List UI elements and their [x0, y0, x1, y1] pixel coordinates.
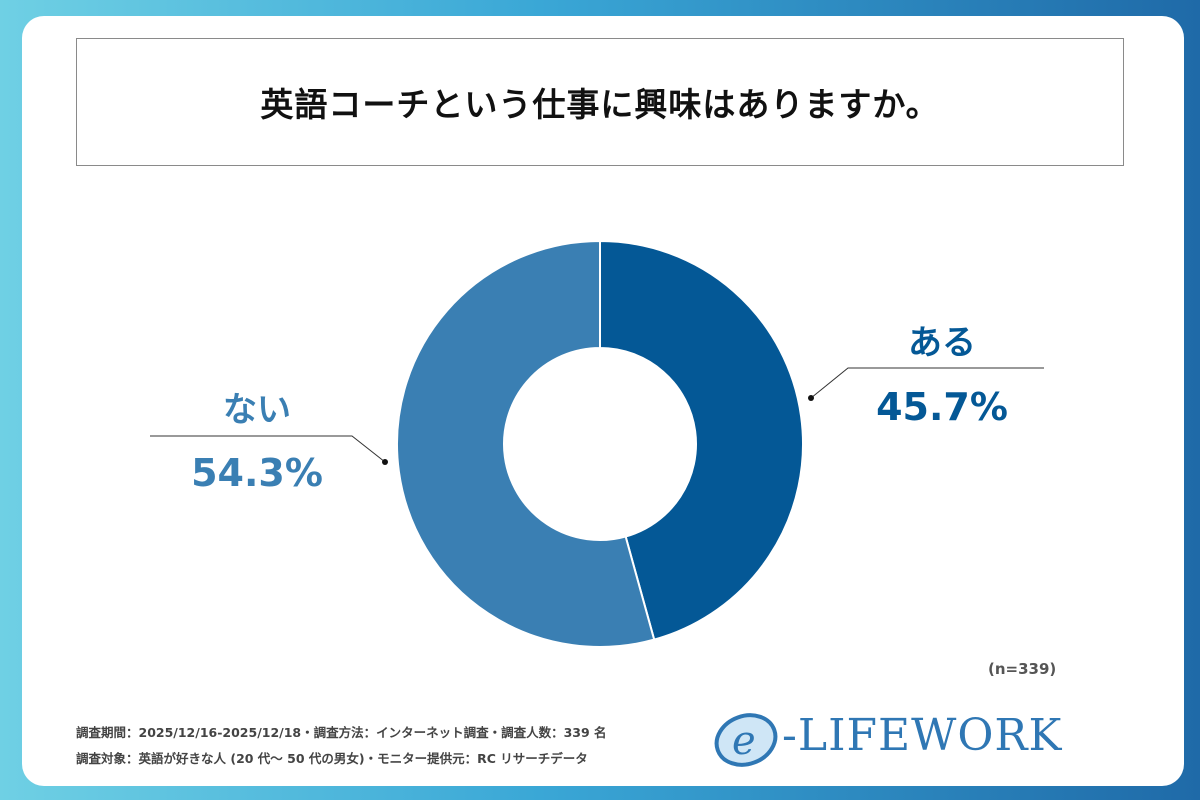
category-label-yes: ある [908, 323, 976, 363]
svg-text:e: e [732, 718, 756, 764]
value-label-no: 54.3% [191, 451, 323, 495]
footnote-survey-period: 調査期間：2025/12/16-2025/12/18・調査方法：インターネット調… [76, 725, 607, 740]
leader-dot-yes [808, 395, 814, 401]
donut-chart: ある 45.7% ない 54.3% [150, 239, 1044, 648]
logo-text: -LIFEWORK [782, 710, 1063, 761]
footnote-survey-target: 調査対象：英語が好きな人 (20 代～ 50 代の男女)・モニター提供元：RC … [76, 751, 588, 766]
leader-line-no [150, 435, 386, 463]
value-label-yes: 45.7% [876, 385, 1008, 429]
donut-slice-yes [599, 239, 804, 641]
leader-dot-no [382, 459, 388, 465]
category-label-no: ない [223, 390, 291, 430]
brand-logo: e -LIFEWORK [712, 706, 1132, 770]
chart-title: 英語コーチという仕事に興味はありますか。 [260, 85, 940, 124]
leader-line-yes [810, 367, 1044, 399]
e-circle-logo-icon: e [714, 713, 778, 767]
chart-card: 英語コーチという仕事に興味はありますか。 ある 45.7% ない 54.3% (n=3… [22, 16, 1184, 786]
donut-slice-no [396, 239, 656, 648]
sample-size: (n=339) [988, 660, 1057, 678]
title-box: 英語コーチという仕事に興味はありますか。 [76, 38, 1124, 166]
